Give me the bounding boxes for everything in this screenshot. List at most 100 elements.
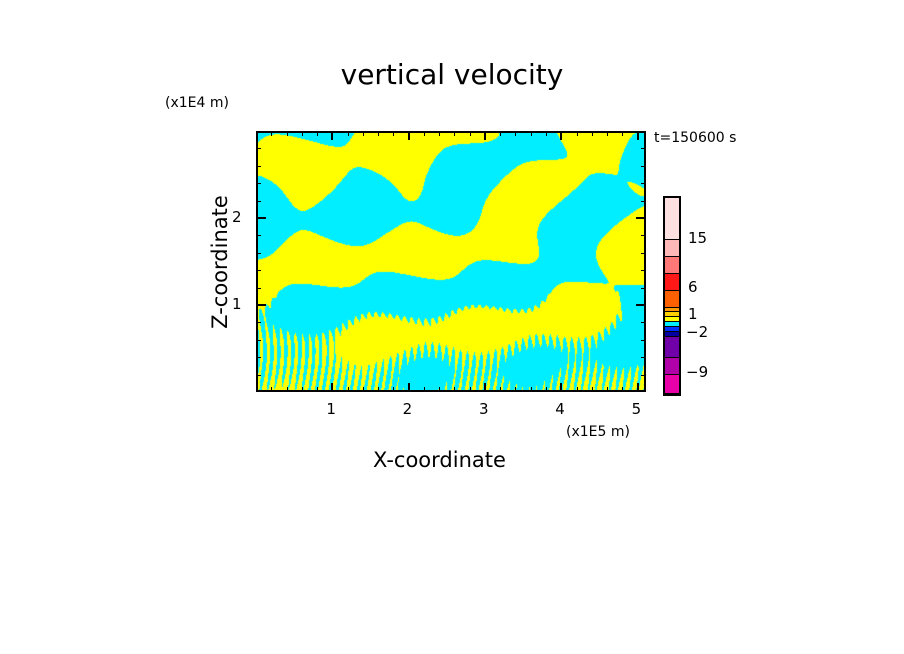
colorbar-segment <box>665 327 679 332</box>
x-minor-tick-top <box>546 131 548 136</box>
y-minor-tick <box>256 252 261 254</box>
y-minor-tick <box>256 287 261 289</box>
x-major-tick-top <box>483 131 486 140</box>
x-major-tick <box>560 383 563 392</box>
x-minor-tick <box>591 387 593 392</box>
x-minor-tick-top <box>393 131 395 136</box>
colorbar-label: −2 <box>686 323 709 341</box>
x-major-tick <box>636 383 639 392</box>
x-tick-label: 5 <box>631 400 642 418</box>
x-minor-tick <box>576 387 578 392</box>
x-tick-label: 1 <box>326 400 336 418</box>
x-minor-tick-top <box>607 131 609 136</box>
y-minor-tick <box>256 183 261 185</box>
x-minor-tick <box>546 387 548 392</box>
y-minor-tick-right <box>641 200 646 202</box>
colorbar <box>663 196 681 396</box>
y-minor-tick <box>256 322 261 324</box>
colorbar-segment <box>665 317 679 322</box>
y-minor-tick-right <box>641 322 646 324</box>
x-minor-tick-top <box>591 131 593 136</box>
plot-frame <box>256 131 646 392</box>
x-major-tick-top <box>636 131 639 140</box>
x-major-tick <box>407 383 410 392</box>
colorbar-label: 6 <box>688 278 698 296</box>
x-minor-tick <box>423 387 425 392</box>
x-minor-tick-top <box>576 131 578 136</box>
chart-title: vertical velocity <box>340 58 564 91</box>
colorbar-segment <box>665 358 679 375</box>
x-major-tick <box>483 383 486 392</box>
y-minor-tick-right <box>641 235 646 237</box>
x-minor-tick <box>500 387 502 392</box>
x-minor-tick-top <box>286 131 288 136</box>
x-minor-tick <box>301 387 303 392</box>
x-minor-tick-top <box>439 131 441 136</box>
colorbar-segment <box>665 375 679 394</box>
y-minor-tick-right <box>641 183 646 185</box>
x-minor-tick <box>622 387 624 392</box>
x-minor-tick <box>469 387 471 392</box>
x-minor-tick <box>515 387 517 392</box>
x-minor-tick <box>362 387 364 392</box>
time-label: t=150600 s <box>654 130 737 146</box>
x-minor-tick-top <box>515 131 517 136</box>
velocity-field <box>256 131 646 392</box>
y-minor-tick-right <box>641 148 646 150</box>
x-minor-tick-top <box>500 131 502 136</box>
y-tick-label: 2 <box>232 208 242 226</box>
y-major-tick-right <box>636 217 646 219</box>
x-tick-label: 4 <box>555 400 565 418</box>
x-minor-tick <box>378 387 380 392</box>
y-minor-tick <box>256 148 261 150</box>
x-minor-tick-top <box>271 131 273 136</box>
y-axis-label: Z-coordinate <box>208 195 232 329</box>
colorbar-label: 1 <box>688 305 698 323</box>
colorbar-segment <box>665 274 679 291</box>
x-minor-tick <box>286 387 288 392</box>
y-minor-tick <box>256 357 261 359</box>
x-minor-tick <box>530 387 532 392</box>
y-minor-tick-right <box>641 357 646 359</box>
x-minor-tick <box>454 387 456 392</box>
colorbar-segment <box>665 322 679 327</box>
colorbar-segment <box>665 312 679 317</box>
colorbar-segment <box>665 240 679 257</box>
colorbar-segment <box>665 332 679 337</box>
colorbar-segment <box>665 198 679 240</box>
y-minor-tick <box>256 235 261 237</box>
x-major-tick <box>331 383 334 392</box>
colorbar-label: −9 <box>686 363 709 381</box>
x-minor-tick-top <box>423 131 425 136</box>
x-tick-label: 3 <box>478 400 489 418</box>
y-minor-tick-right <box>641 374 646 376</box>
y-minor-tick <box>256 374 261 376</box>
x-units-label: (x1E5 m) <box>566 424 630 440</box>
x-minor-tick-top <box>347 131 349 136</box>
x-minor-tick <box>439 387 441 392</box>
colorbar-segment <box>665 291 679 308</box>
colorbar-label: 15 <box>688 229 708 247</box>
x-major-tick-top <box>331 131 334 140</box>
x-major-tick-top <box>407 131 410 140</box>
x-minor-tick <box>271 387 273 392</box>
colorbar-segment <box>665 308 679 312</box>
x-major-tick-top <box>560 131 563 140</box>
x-minor-tick <box>607 387 609 392</box>
y-tick-label: 1 <box>232 295 242 313</box>
x-tick-label: 2 <box>402 400 413 418</box>
y-minor-tick-right <box>641 252 646 254</box>
y-minor-tick-right <box>641 270 646 272</box>
y-minor-tick <box>256 270 261 272</box>
y-minor-tick <box>256 165 261 167</box>
x-minor-tick-top <box>622 131 624 136</box>
x-minor-tick-top <box>362 131 364 136</box>
x-minor-tick-top <box>317 131 319 136</box>
x-minor-tick-top <box>301 131 303 136</box>
y-minor-tick <box>256 200 261 202</box>
y-major-tick <box>256 217 266 219</box>
colorbar-segment <box>665 337 679 358</box>
x-minor-tick <box>393 387 395 392</box>
y-major-tick-right <box>636 304 646 306</box>
x-minor-tick <box>317 387 319 392</box>
